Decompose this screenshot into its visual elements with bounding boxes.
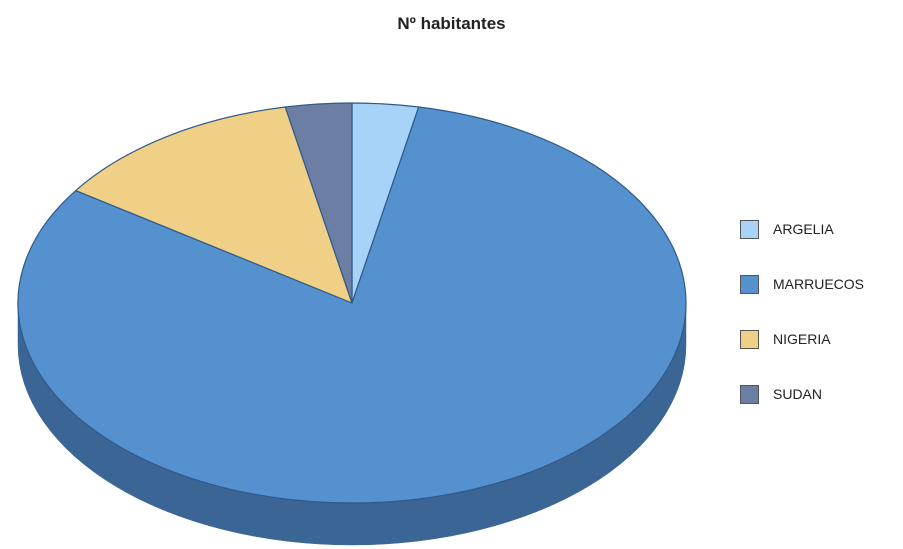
legend-swatch-argelia <box>740 219 759 239</box>
legend-swatch-sudan <box>740 384 759 404</box>
legend-label-marruecos: MARRUECOS <box>773 276 865 292</box>
legend-swatch-nigeria <box>740 329 759 349</box>
legend-item-sudan: SUDAN <box>740 383 900 405</box>
pie-slice-marruecos[interactable] <box>17 106 687 504</box>
legend: ARGELIA MARRUECOS NIGERIA SUDAN <box>740 218 900 438</box>
chart-title: Nº habitantes <box>397 14 506 33</box>
pie-slice-nigeria[interactable] <box>75 106 353 304</box>
legend-label-sudan: SUDAN <box>773 386 823 402</box>
legend-label-nigeria: NIGERIA <box>773 331 831 347</box>
legend-item-argelia: ARGELIA <box>740 218 900 240</box>
legend-item-nigeria: NIGERIA <box>740 328 900 350</box>
legend-item-marruecos: MARRUECOS <box>740 273 900 295</box>
legend-swatch-marruecos <box>740 274 759 294</box>
pie-top-layer <box>17 102 687 504</box>
pie-slice-sudan[interactable] <box>284 102 353 304</box>
legend-label-argelia: ARGELIA <box>773 221 834 237</box>
